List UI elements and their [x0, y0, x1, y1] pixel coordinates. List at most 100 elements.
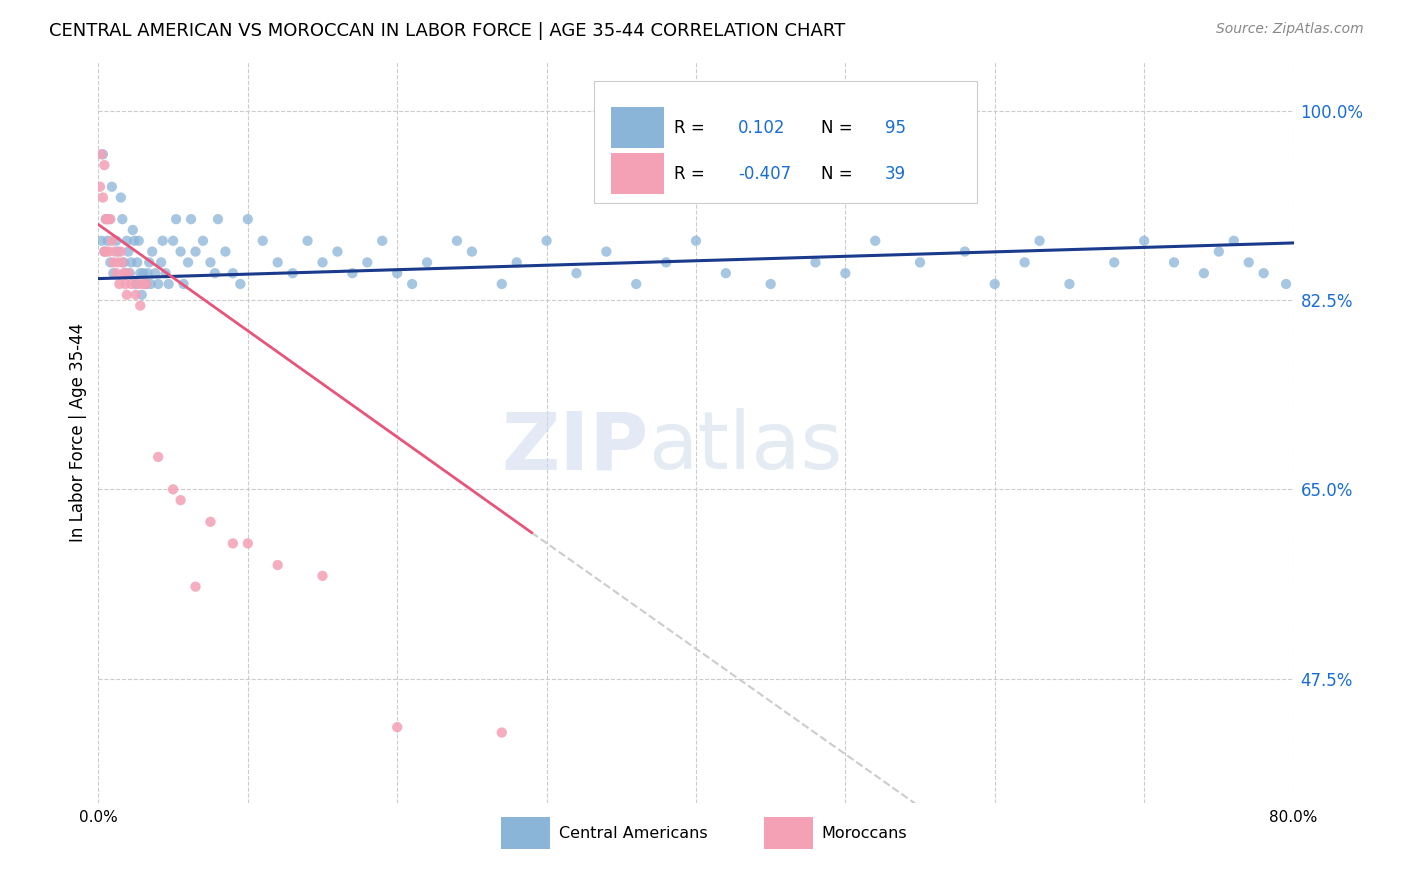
Point — [401, 277, 423, 291]
Text: atlas: atlas — [648, 409, 842, 486]
FancyBboxPatch shape — [595, 81, 977, 203]
Point — [1133, 234, 1156, 248]
Point — [169, 493, 191, 508]
Point — [267, 558, 290, 572]
Point — [311, 255, 333, 269]
Point — [110, 190, 132, 204]
Text: Moroccans: Moroccans — [821, 826, 907, 840]
Point — [114, 277, 136, 291]
Point — [129, 266, 152, 280]
Point — [91, 147, 114, 161]
Point — [326, 244, 349, 259]
Point — [139, 277, 162, 291]
Point — [1104, 255, 1126, 269]
Point — [184, 580, 207, 594]
Point — [491, 277, 513, 291]
Point — [565, 266, 588, 280]
Text: 0.102: 0.102 — [738, 119, 786, 136]
Point — [132, 266, 155, 280]
Point — [94, 244, 117, 259]
Point — [461, 244, 484, 259]
Point — [125, 277, 148, 291]
Point — [128, 277, 150, 291]
Point — [101, 179, 124, 194]
Point — [120, 255, 142, 269]
Point — [107, 244, 129, 259]
Point — [506, 255, 529, 269]
Y-axis label: In Labor Force | Age 35-44: In Labor Force | Age 35-44 — [69, 323, 87, 542]
Point — [222, 266, 245, 280]
Point — [150, 255, 173, 269]
Point — [111, 255, 134, 269]
Point — [626, 277, 648, 291]
FancyBboxPatch shape — [612, 107, 664, 148]
Point — [714, 266, 737, 280]
Point — [132, 277, 155, 291]
Point — [121, 223, 143, 237]
Text: -0.407: -0.407 — [738, 165, 792, 183]
Point — [115, 288, 138, 302]
Point — [131, 288, 153, 302]
Point — [94, 212, 117, 227]
Point — [236, 536, 259, 550]
Point — [97, 244, 120, 259]
Point — [1059, 277, 1081, 291]
Point — [191, 234, 214, 248]
Text: N =: N = — [821, 165, 853, 183]
Point — [105, 234, 128, 248]
Point — [204, 266, 226, 280]
Point — [114, 266, 136, 280]
Point — [103, 255, 125, 269]
Point — [356, 255, 378, 269]
Point — [1028, 234, 1050, 248]
Point — [162, 234, 184, 248]
Point — [162, 483, 184, 497]
Point — [104, 244, 127, 259]
Point — [1253, 266, 1275, 280]
Point — [252, 234, 274, 248]
Point — [108, 277, 131, 291]
Point — [200, 515, 222, 529]
Point — [491, 725, 513, 739]
Point — [97, 212, 120, 227]
Point — [1014, 255, 1036, 269]
Point — [101, 234, 124, 248]
Point — [112, 266, 135, 280]
Point — [112, 255, 135, 269]
Point — [834, 266, 856, 280]
Point — [169, 244, 191, 259]
Point — [91, 190, 114, 204]
Point — [96, 212, 118, 227]
Point — [107, 255, 129, 269]
Point — [120, 277, 142, 291]
Text: 95: 95 — [884, 119, 905, 136]
Text: R =: R = — [675, 165, 706, 183]
Point — [93, 158, 115, 172]
Text: 39: 39 — [884, 165, 905, 183]
Point — [184, 244, 207, 259]
Point — [138, 255, 160, 269]
Point — [953, 244, 976, 259]
Point — [155, 266, 177, 280]
Point — [685, 234, 707, 248]
Point — [446, 234, 468, 248]
Point — [416, 255, 439, 269]
Point — [111, 212, 134, 227]
Point — [236, 212, 259, 227]
Point — [1237, 255, 1260, 269]
Point — [267, 255, 290, 269]
Point — [93, 244, 115, 259]
Point — [157, 277, 180, 291]
Point — [214, 244, 236, 259]
Point — [128, 234, 150, 248]
Point — [371, 234, 394, 248]
Point — [984, 277, 1007, 291]
Point — [229, 277, 252, 291]
Point — [136, 266, 159, 280]
Point — [94, 212, 117, 227]
Text: N =: N = — [821, 119, 853, 136]
Text: Central Americans: Central Americans — [558, 826, 707, 840]
Point — [117, 244, 139, 259]
Point — [1208, 244, 1230, 259]
Point — [200, 255, 222, 269]
